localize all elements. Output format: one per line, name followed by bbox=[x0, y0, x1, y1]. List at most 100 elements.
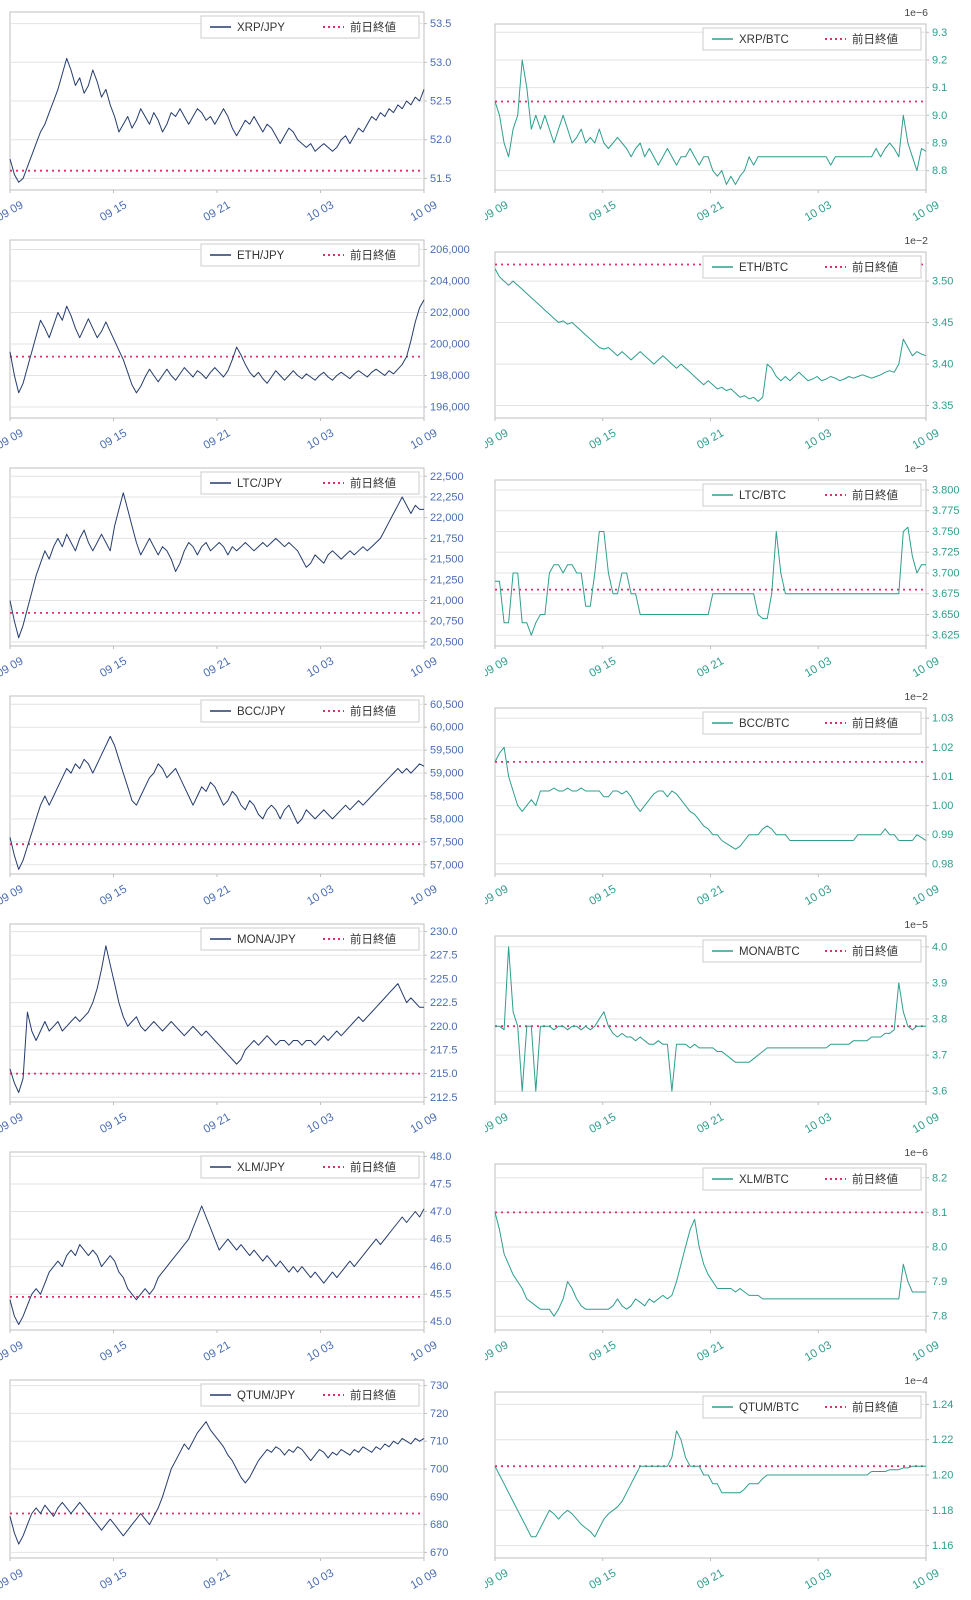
legend-box bbox=[200, 15, 420, 39]
x-tick-label: 10 09 bbox=[911, 655, 942, 680]
x-tick-label: 10 03 bbox=[803, 1339, 834, 1364]
y-tick-label: 22,500 bbox=[430, 471, 464, 483]
y-tick-label: 53.5 bbox=[430, 18, 451, 30]
y-tick-label: 52.0 bbox=[430, 134, 451, 146]
x-tick-label: 09 15 bbox=[98, 883, 129, 908]
chart-mona-jpy: 212.5 215.0 217.5 220.0 222.5 225.0 227.5 230.0… bbox=[0, 914, 485, 1142]
y-tick-label: 45.0 bbox=[430, 1316, 451, 1328]
legend-pair-label: ETH/JPY bbox=[237, 250, 285, 262]
x-tick-label: 10 03 bbox=[803, 427, 834, 452]
y-tick-label: 202,000 bbox=[430, 307, 470, 319]
y-tick-label: 8.9 bbox=[932, 138, 947, 150]
x-tick-label: 09 15 bbox=[587, 1339, 618, 1364]
x-tick-label: 09 09 bbox=[485, 1567, 511, 1592]
x-tick-label: 09 21 bbox=[695, 427, 726, 452]
legend-prev-close-label: 前日終値 bbox=[350, 476, 396, 490]
y-tick-label: 3.750 bbox=[932, 526, 960, 538]
legend-prev-close-label: 前日終値 bbox=[350, 20, 396, 34]
price-line bbox=[494, 1212, 926, 1317]
plot-area bbox=[9, 923, 425, 1103]
y-tick-label: 52.5 bbox=[430, 96, 451, 108]
chart-bcc-jpy: 57,000 57,500 58,000 58,500 59,000 59,500 60,0… bbox=[0, 686, 485, 914]
price-line bbox=[9, 1205, 425, 1325]
y-tick-label: 47.5 bbox=[430, 1179, 451, 1191]
x-tick-label: 10 09 bbox=[409, 1567, 440, 1592]
x-tick-label: 09 15 bbox=[587, 883, 618, 908]
legend-prev-close-label: 前日終値 bbox=[350, 1160, 396, 1174]
x-tick-label: 09 09 bbox=[485, 655, 511, 680]
x-tick-label: 10 03 bbox=[803, 655, 834, 680]
x-tick-label: 09 21 bbox=[695, 1339, 726, 1364]
y-tick-label: 3.725 bbox=[932, 547, 960, 559]
y-tick-label: 46.5 bbox=[430, 1234, 451, 1246]
y-tick-label: 196,000 bbox=[430, 402, 470, 414]
axis-scale-label: 1e−3 bbox=[904, 463, 928, 475]
y-tick-label: 21,500 bbox=[430, 554, 464, 566]
x-tick-label: 10 09 bbox=[409, 427, 440, 452]
y-tick-label: 700 bbox=[430, 1464, 448, 1476]
y-tick-label: 59,500 bbox=[430, 745, 464, 757]
chart-canvas: 0.98 0.99 1.00 1.01 1.02 1.03 09 09 09 15 09 21 1… bbox=[485, 691, 953, 908]
x-tick-label: 10 09 bbox=[911, 1339, 942, 1364]
chart-canvas: 3.35 3.40 3.45 3.50 09 09 09 15 09 21 10 03 10 0… bbox=[485, 235, 953, 452]
y-tick-label: 46.0 bbox=[430, 1261, 451, 1273]
legend-box bbox=[702, 939, 922, 963]
y-tick-label: 1.22 bbox=[932, 1434, 953, 1446]
y-tick-label: 8.0 bbox=[932, 1242, 947, 1254]
chart-canvas: 20,500 20,750 21,000 21,250 21,500 21,750 22,0… bbox=[0, 467, 464, 680]
legend-box bbox=[702, 255, 922, 279]
x-tick-label: 09 09 bbox=[0, 1339, 25, 1364]
y-tick-label: 59,000 bbox=[430, 768, 464, 780]
y-tick-label: 58,000 bbox=[430, 813, 464, 825]
legend-box bbox=[200, 243, 420, 267]
y-tick-label: 3.775 bbox=[932, 505, 960, 517]
y-tick-label: 670 bbox=[430, 1547, 448, 1559]
y-tick-label: 7.9 bbox=[932, 1276, 947, 1288]
x-tick-label: 09 21 bbox=[202, 1111, 233, 1136]
axis-scale-label: 1e−5 bbox=[904, 919, 928, 931]
chart-qtum-btc: 1.16 1.18 1.20 1.22 1.24 09 09 09 15 09 21 10 03… bbox=[485, 1370, 970, 1598]
legend-prev-close-label: 前日終値 bbox=[350, 1388, 396, 1402]
chart-canvas: 3.625 3.650 3.675 3.700 3.725 3.750 3.775 3.800… bbox=[485, 463, 960, 680]
y-tick-label: 57,500 bbox=[430, 836, 464, 848]
x-tick-label: 09 15 bbox=[98, 1111, 129, 1136]
x-tick-label: 10 03 bbox=[305, 883, 336, 908]
x-tick-label: 10 03 bbox=[305, 199, 336, 224]
x-tick-label: 10 03 bbox=[803, 199, 834, 224]
legend-box bbox=[200, 699, 420, 723]
x-tick-label: 09 09 bbox=[485, 427, 511, 452]
price-line bbox=[9, 492, 424, 639]
price-line bbox=[9, 945, 424, 1093]
x-tick-label: 10 09 bbox=[409, 883, 440, 908]
x-tick-label: 10 09 bbox=[911, 427, 942, 452]
price-line bbox=[494, 268, 927, 402]
y-tick-label: 1.24 bbox=[932, 1399, 953, 1411]
legend-prev-close-label: 前日終値 bbox=[852, 1172, 898, 1186]
legend-pair-label: QTUM/JPY bbox=[237, 1390, 295, 1402]
chart-canvas: 7.8 7.9 8.0 8.1 8.2 09 09 09 15 09 21 10 03 10 09… bbox=[485, 1147, 947, 1364]
price-line bbox=[494, 1430, 926, 1538]
legend-pair-label: XRP/BTC bbox=[739, 34, 789, 46]
y-tick-label: 3.45 bbox=[932, 317, 953, 329]
y-tick-label: 3.700 bbox=[932, 568, 960, 580]
plot-area bbox=[494, 479, 927, 647]
y-tick-label: 198,000 bbox=[430, 370, 470, 382]
legend-pair-label: XLM/BTC bbox=[739, 1174, 789, 1186]
y-tick-label: 57,000 bbox=[430, 859, 464, 871]
y-tick-label: 7.8 bbox=[932, 1311, 947, 1323]
y-tick-label: 200,000 bbox=[430, 339, 470, 351]
y-tick-label: 1.00 bbox=[932, 800, 953, 812]
y-tick-label: 8.8 bbox=[932, 165, 947, 177]
y-tick-label: 220.0 bbox=[430, 1021, 458, 1033]
y-tick-label: 22,250 bbox=[430, 492, 464, 504]
x-tick-label: 09 15 bbox=[98, 199, 129, 224]
y-tick-label: 212.5 bbox=[430, 1092, 458, 1104]
chart-canvas: 670 680 690 700 710 720 730 09 09 09 15 09 21 10 0… bbox=[0, 1379, 448, 1592]
legend-prev-close-label: 前日終値 bbox=[350, 932, 396, 946]
y-tick-label: 9.0 bbox=[932, 110, 947, 122]
y-tick-label: 3.650 bbox=[932, 609, 960, 621]
x-tick-label: 09 09 bbox=[485, 199, 511, 224]
x-tick-label: 09 15 bbox=[587, 1567, 618, 1592]
x-tick-label: 09 09 bbox=[485, 1111, 511, 1136]
y-tick-label: 21,750 bbox=[430, 533, 464, 545]
